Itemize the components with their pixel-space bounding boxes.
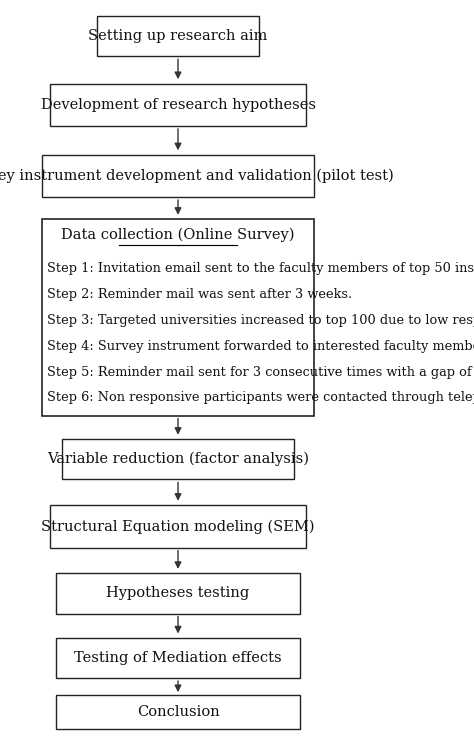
FancyBboxPatch shape: [42, 219, 314, 416]
FancyBboxPatch shape: [97, 16, 259, 57]
Text: Development of research hypotheses: Development of research hypotheses: [40, 98, 316, 112]
Text: Data collection (Online Survey): Data collection (Online Survey): [61, 228, 295, 242]
Text: Structural Equation modeling (SEM): Structural Equation modeling (SEM): [41, 519, 315, 534]
FancyBboxPatch shape: [56, 695, 300, 729]
Text: Step 3: Targeted universities increased to top 100 due to low response rate.: Step 3: Targeted universities increased …: [47, 314, 474, 327]
Text: Step 6: Non responsive participants were contacted through telephone: Step 6: Non responsive participants were…: [47, 392, 474, 404]
FancyBboxPatch shape: [42, 155, 314, 197]
Text: Hypotheses testing: Hypotheses testing: [106, 587, 250, 601]
Text: Step 4: Survey instrument forwarded to interested faculty members.: Step 4: Survey instrument forwarded to i…: [47, 340, 474, 353]
FancyBboxPatch shape: [50, 505, 306, 548]
Text: Step 1: Invitation email sent to the faculty members of top 50 institutions.: Step 1: Invitation email sent to the fac…: [47, 263, 474, 275]
Text: Survey instrument development and validation (pilot test): Survey instrument development and valida…: [0, 169, 393, 183]
FancyBboxPatch shape: [56, 638, 300, 678]
FancyBboxPatch shape: [50, 83, 306, 126]
Text: Variable reduction (factor analysis): Variable reduction (factor analysis): [47, 452, 309, 467]
FancyBboxPatch shape: [56, 573, 300, 614]
Text: Setting up research aim: Setting up research aim: [88, 29, 268, 43]
Text: Step 5: Reminder mail sent for 3 consecutive times with a gap of 2 weeks.: Step 5: Reminder mail sent for 3 consecu…: [47, 366, 474, 378]
Text: Conclusion: Conclusion: [137, 705, 219, 719]
Text: Testing of Mediation effects: Testing of Mediation effects: [74, 651, 282, 665]
FancyBboxPatch shape: [62, 439, 294, 479]
Text: Step 2: Reminder mail was sent after 3 weeks.: Step 2: Reminder mail was sent after 3 w…: [47, 289, 352, 301]
